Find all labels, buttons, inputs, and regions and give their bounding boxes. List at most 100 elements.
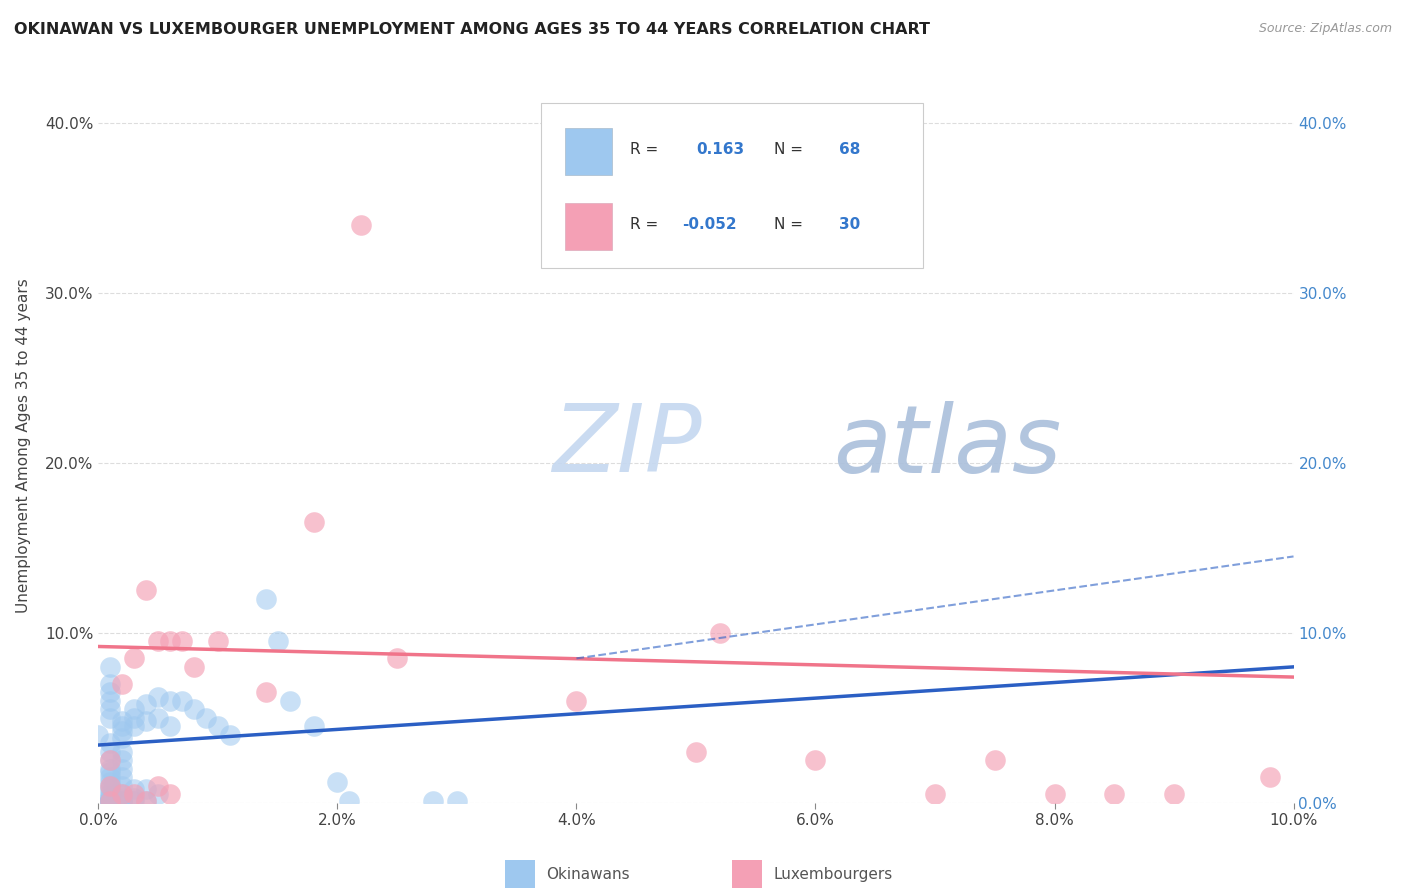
Point: [278, 694, 301, 708]
Point: [267, 634, 290, 648]
Point: [183, 702, 205, 716]
Point: [804, 753, 827, 767]
Point: [100, 765, 122, 780]
Point: [111, 762, 134, 776]
Point: [135, 698, 157, 712]
Point: [148, 634, 170, 648]
Text: 0.163: 0.163: [696, 143, 744, 157]
Text: R =: R =: [630, 143, 658, 157]
Point: [111, 779, 134, 793]
Text: 68: 68: [839, 143, 860, 157]
Point: [111, 719, 134, 733]
Point: [111, 731, 134, 746]
Point: [124, 787, 146, 801]
Point: [111, 787, 134, 801]
Text: 30: 30: [839, 218, 860, 232]
Point: [100, 660, 122, 674]
Point: [159, 694, 181, 708]
Point: [172, 634, 194, 648]
Bar: [505, 860, 534, 888]
FancyBboxPatch shape: [540, 103, 922, 268]
Point: [124, 719, 146, 733]
Point: [135, 583, 157, 598]
Point: [100, 794, 122, 808]
Point: [422, 794, 444, 808]
Bar: [733, 860, 762, 888]
Point: [100, 775, 122, 789]
Point: [148, 690, 170, 705]
Point: [148, 711, 170, 725]
Point: [100, 782, 122, 797]
Point: [135, 714, 157, 729]
Point: [100, 790, 122, 805]
Point: [100, 794, 122, 808]
Text: N =: N =: [773, 218, 803, 232]
Point: [446, 794, 468, 808]
Point: [124, 651, 146, 665]
Point: [135, 782, 157, 797]
Point: [100, 753, 122, 767]
Point: [111, 724, 134, 739]
Point: [302, 719, 325, 733]
Point: [207, 634, 229, 648]
Point: [172, 694, 194, 708]
Point: [100, 794, 122, 808]
Point: [100, 702, 122, 716]
Point: [100, 789, 122, 803]
Point: [111, 790, 134, 805]
Point: [100, 786, 122, 800]
Point: [159, 634, 181, 648]
Point: [100, 685, 122, 699]
Point: [685, 745, 707, 759]
Point: [924, 787, 946, 801]
Point: [100, 792, 122, 806]
Point: [100, 753, 122, 767]
Text: atlas: atlas: [834, 401, 1062, 491]
Point: [148, 787, 170, 801]
Text: Okinawans: Okinawans: [547, 867, 630, 881]
Point: [124, 794, 146, 808]
Point: [111, 677, 134, 691]
Point: [124, 790, 146, 805]
Point: [100, 779, 122, 793]
Point: [100, 794, 122, 808]
Point: [207, 719, 229, 733]
Point: [326, 775, 349, 789]
Point: [100, 794, 122, 808]
Point: [100, 745, 122, 759]
Bar: [565, 203, 613, 250]
Point: [219, 728, 242, 742]
Point: [111, 794, 134, 808]
Point: [111, 770, 134, 784]
Point: [124, 711, 146, 725]
Point: [111, 787, 134, 801]
Point: [100, 794, 122, 808]
Point: [135, 794, 157, 808]
Point: [159, 719, 181, 733]
Point: [100, 762, 122, 776]
Text: Luxembourgers: Luxembourgers: [773, 867, 893, 881]
Point: [100, 779, 122, 793]
Point: [124, 782, 146, 797]
Point: [111, 794, 134, 808]
Point: [195, 711, 218, 725]
Point: [1104, 787, 1126, 801]
Point: [100, 694, 122, 708]
Point: [135, 794, 157, 808]
Text: R =: R =: [630, 218, 664, 232]
Point: [111, 753, 134, 767]
Point: [254, 591, 277, 606]
Point: [339, 794, 360, 808]
Y-axis label: Unemployment Among Ages 35 to 44 years: Unemployment Among Ages 35 to 44 years: [17, 278, 31, 614]
Point: [159, 787, 181, 801]
Point: [183, 660, 205, 674]
Point: [984, 753, 1007, 767]
Point: [100, 711, 122, 725]
Bar: [565, 128, 613, 175]
Text: OKINAWAN VS LUXEMBOURGER UNEMPLOYMENT AMONG AGES 35 TO 44 YEARS CORRELATION CHAR: OKINAWAN VS LUXEMBOURGER UNEMPLOYMENT AM…: [14, 22, 929, 37]
Point: [111, 794, 134, 808]
Point: [100, 677, 122, 691]
Text: -0.052: -0.052: [682, 218, 737, 232]
Point: [350, 218, 373, 232]
Point: [1043, 787, 1066, 801]
